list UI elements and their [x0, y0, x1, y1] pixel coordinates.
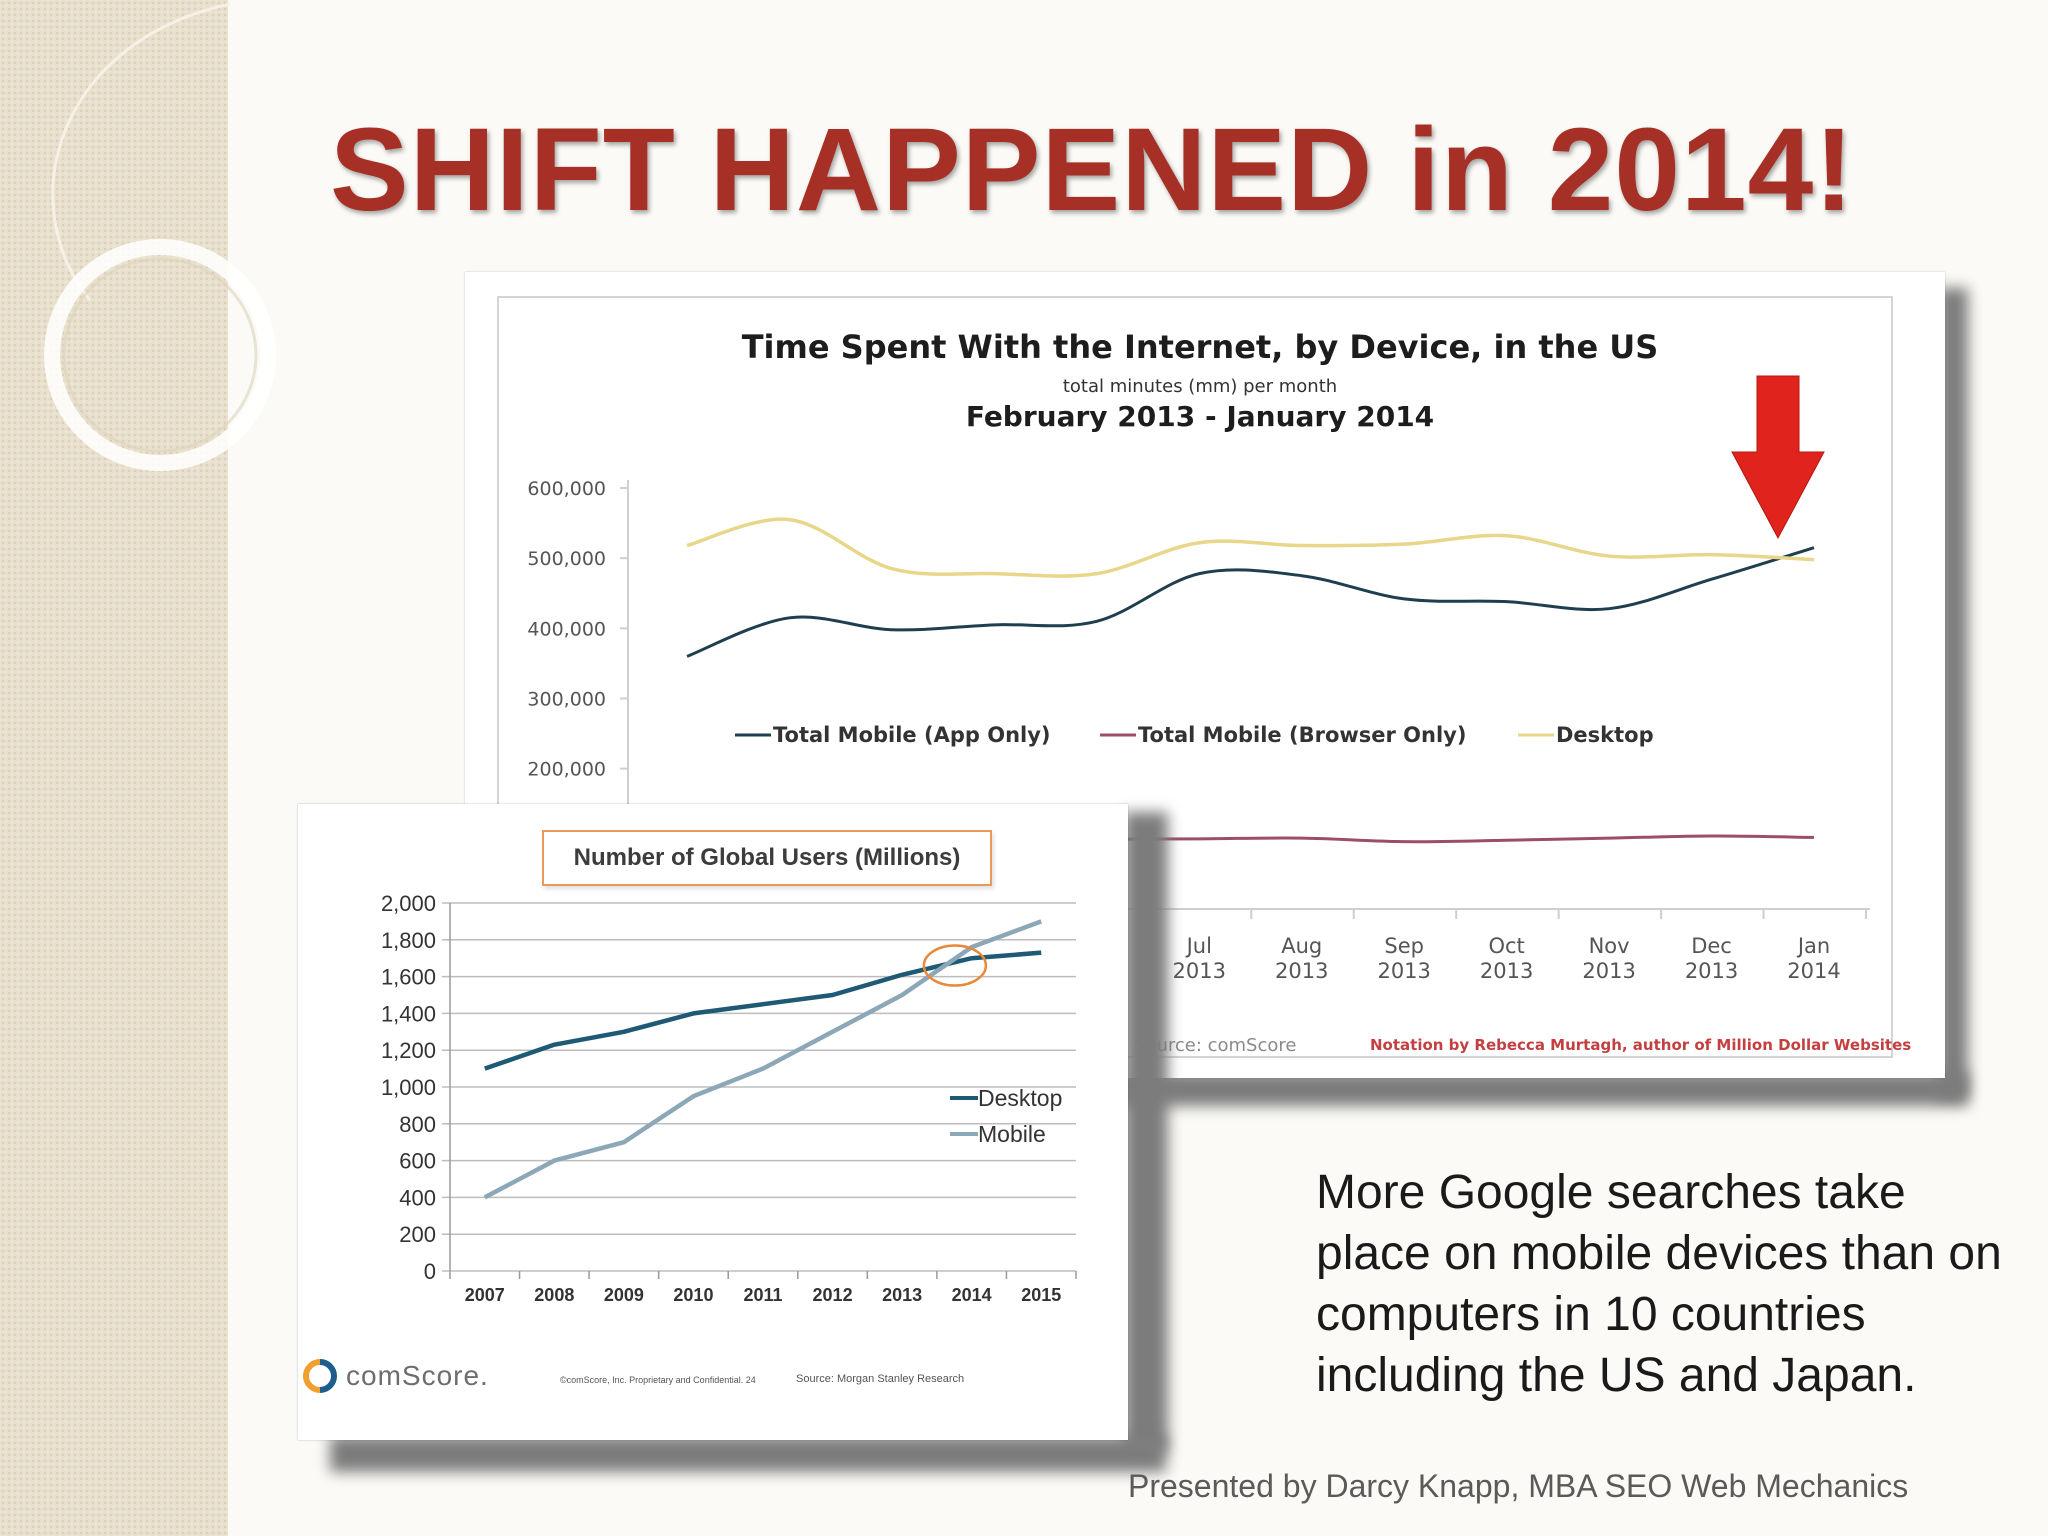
x-tick-label: 2014 — [1787, 959, 1840, 983]
comscore-logo-icon — [303, 1359, 337, 1393]
x-tick-label: 2013 — [1582, 959, 1635, 983]
comscore-logo-text: comScore. — [346, 1360, 489, 1391]
y-tick-label: 200,000 — [527, 759, 606, 781]
global-users-chart-title: Number of Global Users (Millions) — [542, 830, 992, 886]
x-tick-label: 2013 — [1275, 959, 1328, 983]
time-spent-chart-subtitle: total minutes (mm) per month — [1062, 376, 1338, 397]
x-tick-label: 2013 — [1377, 959, 1430, 983]
card-shadow — [330, 1436, 1166, 1472]
x-tick-label: 2013 — [882, 1285, 922, 1305]
slide-caption: More Google searches take place on mobil… — [1316, 1166, 2002, 1402]
x-tick-label: Sep — [1384, 934, 1424, 958]
time-spent-chart-title: Time Spent With the Internet, by Device,… — [741, 328, 1659, 366]
y-tick-label: 1,400 — [381, 1001, 436, 1026]
legend-label: Desktop — [1556, 723, 1654, 747]
x-tick-label: 2011 — [743, 1285, 782, 1305]
x-tick-label: Aug — [1281, 934, 1322, 958]
x-tick-label: 2013 — [1480, 959, 1533, 983]
x-tick-label: Dec — [1691, 934, 1732, 958]
time-spent-chart-source: Source: comScore — [1134, 1035, 1297, 1056]
time-spent-chart-date-range: February 2013 - January 2014 — [965, 400, 1435, 433]
y-tick-label: 0 — [424, 1259, 436, 1284]
x-tick-label: Jul — [1185, 934, 1212, 958]
y-tick-label: 1,800 — [381, 928, 436, 953]
legend-label: Desktop — [978, 1085, 1062, 1111]
x-tick-label: Jan — [1796, 934, 1830, 958]
x-tick-label: Nov — [1589, 934, 1630, 958]
y-tick-label: 400 — [399, 1185, 436, 1210]
x-tick-label: 2009 — [604, 1285, 644, 1305]
x-tick-label: 2013 — [1685, 959, 1738, 983]
y-tick-label: 800 — [399, 1112, 436, 1137]
series-line — [483, 919, 1043, 1200]
x-tick-label: 2010 — [673, 1285, 713, 1305]
chart-frame — [497, 296, 1893, 1058]
legend-label: Mobile — [978, 1121, 1046, 1147]
y-tick-label: 2,000 — [381, 891, 436, 916]
y-tick-label: 600 — [399, 1149, 436, 1174]
x-tick-label: Oct — [1488, 934, 1524, 958]
series-line — [484, 950, 1042, 1071]
y-tick-label: 1,000 — [381, 1075, 436, 1100]
legend-label: Total Mobile (Browser Only) — [1138, 723, 1466, 747]
y-tick-label: 500,000 — [527, 548, 606, 570]
y-tick-label: 400,000 — [527, 618, 606, 640]
time-spent-chart-notation: Notation by Rebecca Murtagh, author of M… — [1370, 1036, 1912, 1054]
x-tick-label: 2007 — [465, 1285, 505, 1305]
x-tick-label: 2013 — [1173, 959, 1226, 983]
global-users-chart-copyright: ©comScore, Inc. Proprietary and Confiden… — [560, 1375, 756, 1385]
crossover-highlight-circle — [922, 944, 988, 987]
decorative-rings — [44, 2, 276, 471]
x-tick-label: 2008 — [534, 1285, 574, 1305]
red-arrow-icon — [1731, 375, 1825, 540]
y-tick-label: 1,200 — [381, 1038, 436, 1063]
card-shadow — [1124, 812, 1168, 1452]
y-tick-label: 200 — [399, 1222, 436, 1247]
global-users-chart-card — [298, 804, 1128, 1440]
x-tick-label: 2014 — [952, 1285, 992, 1305]
slide-title: SHIFT HAPPENED in 2014! — [330, 104, 1855, 236]
y-tick-label: 1,600 — [381, 965, 436, 990]
legend-label: Total Mobile (App Only) — [773, 723, 1051, 747]
y-tick-label: 600,000 — [527, 478, 606, 500]
x-tick-label: 2012 — [813, 1285, 853, 1305]
presenter-credit: Presented by Darcy Knapp, MBA SEO Web Me… — [1128, 1468, 1909, 1504]
series-line — [686, 517, 1815, 578]
y-tick-label: 300,000 — [527, 689, 606, 711]
x-tick-label: 2015 — [1021, 1285, 1061, 1305]
series-line — [686, 546, 1815, 658]
global-users-chart-source: Source: Morgan Stanley Research — [796, 1373, 965, 1385]
